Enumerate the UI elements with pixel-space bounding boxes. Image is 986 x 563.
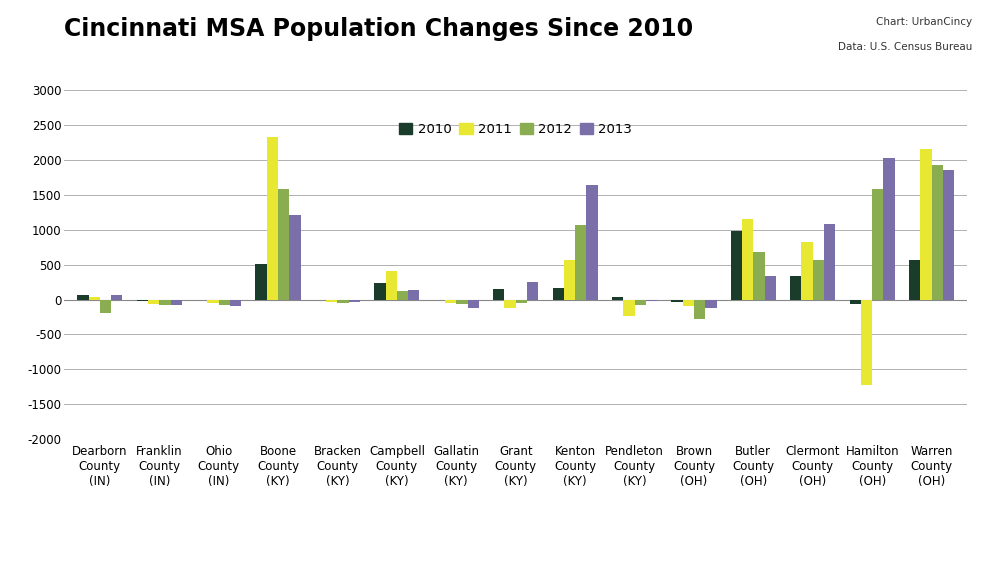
Bar — [219, 300, 230, 305]
Bar — [682, 300, 693, 306]
Bar — [89, 297, 100, 300]
Bar — [752, 252, 764, 300]
Bar — [670, 300, 682, 302]
Text: Cincinnati MSA Population Changes Since 2010: Cincinnati MSA Population Changes Since … — [64, 17, 692, 41]
Bar — [919, 149, 931, 300]
Bar — [266, 137, 278, 300]
Bar — [456, 300, 467, 305]
Bar — [278, 189, 289, 300]
Bar — [493, 289, 504, 300]
Bar — [100, 300, 111, 314]
Bar — [148, 300, 159, 303]
Bar — [111, 294, 122, 300]
Bar — [255, 264, 266, 300]
Bar — [741, 218, 752, 300]
Bar — [908, 261, 919, 300]
Bar — [289, 215, 301, 300]
Bar — [931, 165, 942, 300]
Bar — [634, 300, 645, 305]
Bar — [386, 271, 396, 300]
Bar — [337, 300, 348, 303]
Bar — [849, 300, 860, 303]
Text: Chart: UrbanCincy: Chart: UrbanCincy — [876, 17, 971, 27]
Bar — [811, 261, 823, 300]
Bar — [207, 300, 219, 303]
Bar — [801, 242, 811, 300]
Bar — [705, 300, 716, 308]
Bar — [942, 169, 953, 300]
Bar — [171, 300, 181, 305]
Bar — [622, 300, 634, 316]
Bar — [348, 300, 360, 302]
Bar — [230, 300, 241, 306]
Bar — [790, 276, 801, 300]
Bar — [527, 282, 537, 300]
Bar — [823, 224, 834, 300]
Bar — [136, 300, 148, 301]
Bar — [575, 225, 586, 300]
Bar — [159, 300, 171, 305]
Bar — [860, 300, 872, 386]
Bar — [467, 300, 478, 308]
Bar — [325, 300, 337, 302]
Text: Data: U.S. Census Bureau: Data: U.S. Census Bureau — [837, 42, 971, 52]
Bar — [764, 276, 775, 300]
Bar — [693, 300, 705, 319]
Bar — [77, 294, 89, 300]
Bar — [515, 300, 527, 303]
Bar — [396, 291, 408, 300]
Bar — [882, 159, 894, 300]
Bar — [445, 300, 456, 303]
Bar — [374, 283, 386, 300]
Bar — [872, 189, 882, 300]
Bar — [730, 231, 741, 300]
Bar — [504, 300, 515, 308]
Bar — [645, 300, 657, 301]
Bar — [611, 297, 622, 300]
Bar — [408, 290, 419, 300]
Bar — [563, 261, 575, 300]
Bar — [552, 288, 563, 300]
Legend: 2010, 2011, 2012, 2013: 2010, 2011, 2012, 2013 — [393, 118, 637, 141]
Bar — [586, 185, 598, 300]
